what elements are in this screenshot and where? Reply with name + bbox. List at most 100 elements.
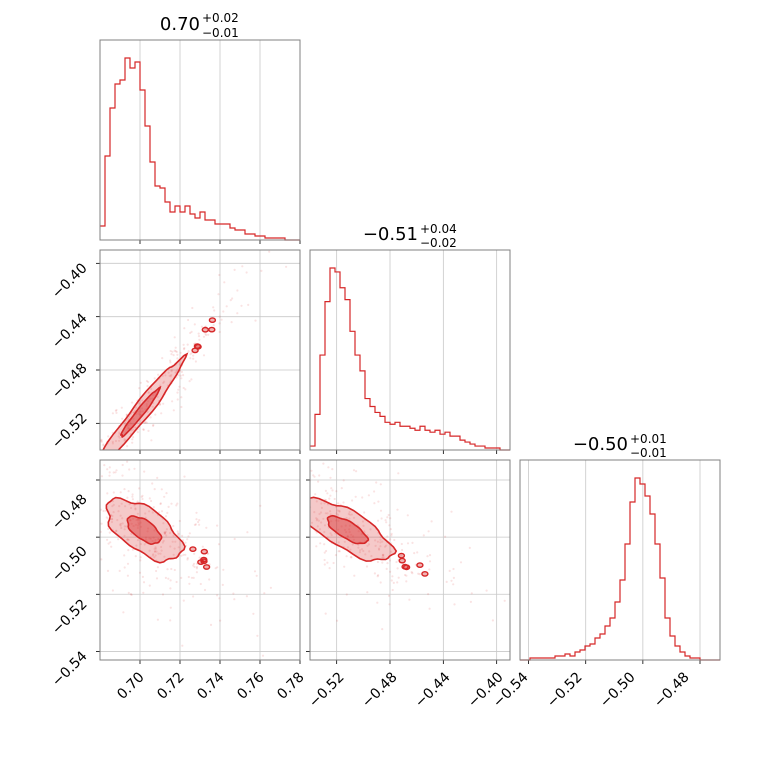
sample-point (194, 360, 197, 363)
contour-island (201, 326, 210, 333)
sample-point (614, 729, 616, 731)
sample-point (363, 511, 366, 514)
sample-point (405, 574, 408, 577)
sample-point (112, 503, 115, 506)
sample-point (252, 612, 255, 615)
sample-point (89, 462, 91, 464)
sample-point (177, 388, 180, 391)
sample-point (381, 628, 384, 631)
sample-point (184, 553, 187, 556)
sample-point (417, 572, 420, 575)
sample-point (426, 555, 429, 558)
sample-point (157, 373, 160, 376)
sample-point (103, 464, 106, 467)
sample-point (93, 507, 95, 509)
sample-point (195, 565, 199, 569)
sample-point (379, 483, 382, 486)
sample-point (448, 569, 451, 573)
sample-point (151, 554, 154, 557)
contour-island (200, 548, 209, 555)
sample-point (202, 335, 206, 338)
sample-point (177, 532, 180, 535)
sample-point (352, 538, 355, 541)
sample-point (178, 363, 181, 366)
sample-point (503, 599, 506, 602)
sample-point (163, 532, 166, 535)
sample-point (182, 343, 185, 346)
sample-point (254, 462, 256, 464)
sample-point (130, 506, 133, 510)
sample-point (187, 575, 190, 579)
sample-point (126, 562, 130, 565)
sample-point (149, 537, 152, 540)
sample-point (459, 561, 463, 564)
sample-point (317, 480, 320, 483)
sample-point (121, 463, 124, 467)
sample-point (123, 528, 126, 531)
sample-point (111, 505, 114, 508)
sample-point (133, 504, 136, 507)
sample-point (137, 521, 140, 524)
sample-point (192, 595, 195, 598)
scatter-panel-param-1-vs-param-3 (44, 459, 301, 664)
sample-point (111, 442, 114, 445)
sample-point (100, 522, 103, 525)
sample-point (390, 532, 393, 536)
sample-point (127, 591, 130, 595)
sample-point (198, 523, 201, 526)
sample-point (391, 588, 394, 592)
sample-point (16, 547, 18, 549)
sample-point (401, 548, 404, 552)
sample-point (180, 370, 183, 373)
sample-point (162, 539, 165, 543)
sample-point (170, 370, 173, 373)
sample-point (139, 381, 142, 384)
sample-point (97, 429, 99, 431)
sample-point (156, 618, 159, 621)
sample-point (285, 265, 288, 268)
sample-point (292, 507, 294, 509)
sample-point (87, 530, 89, 532)
sample-point (351, 543, 354, 546)
sample-point (116, 451, 118, 453)
sample-point (169, 359, 172, 362)
sample-point (282, 464, 284, 466)
sample-point (169, 361, 172, 364)
sample-point (181, 539, 185, 542)
sample-point (91, 548, 93, 550)
sample-point (123, 439, 126, 442)
sample-point (165, 528, 168, 531)
sample-point (323, 551, 326, 554)
sample-point (19, 555, 21, 557)
sample-point (134, 426, 137, 429)
sample-point (157, 538, 160, 541)
sample-point (177, 546, 180, 549)
sample-point (132, 524, 135, 528)
sample-point (118, 436, 121, 439)
sample-point (139, 556, 142, 559)
sample-point (374, 539, 377, 542)
sample-point (127, 424, 130, 427)
sample-point (147, 429, 150, 432)
sample-point (379, 541, 382, 544)
sample-point (80, 483, 82, 485)
y-tick-label: −0.52 (49, 596, 91, 638)
sample-point (195, 567, 198, 570)
sample-point (389, 528, 392, 531)
sample-point (148, 510, 151, 513)
sample-point (157, 537, 160, 541)
sample-point (142, 428, 145, 431)
sample-point (166, 511, 169, 514)
sample-point (350, 556, 353, 559)
sample-point (245, 271, 248, 274)
sample-point (178, 385, 181, 388)
sample-point (361, 496, 364, 499)
sample-point (303, 541, 305, 543)
sample-point (46, 470, 48, 472)
sample-point (225, 305, 228, 308)
contour-island (191, 347, 199, 354)
sample-point (44, 521, 46, 523)
sample-point (233, 537, 236, 541)
sample-point (391, 575, 394, 578)
panel-frame (99, 249, 301, 451)
